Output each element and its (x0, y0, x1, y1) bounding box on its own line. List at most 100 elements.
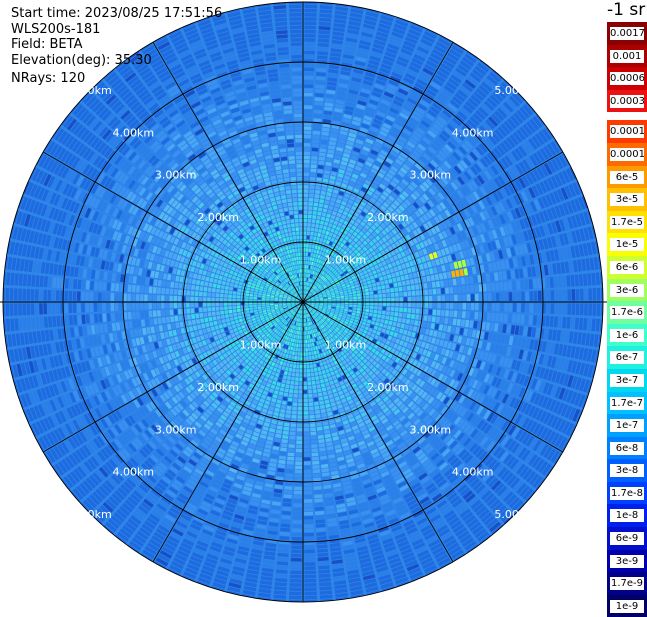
radar-gate (588, 288, 592, 300)
radar-gate (454, 303, 458, 310)
radar-gate (362, 296, 366, 299)
radar-gate (304, 516, 313, 520)
radar-gate (437, 295, 441, 301)
radar-gate (303, 365, 306, 369)
radar-gate (304, 554, 315, 558)
radar-gate (534, 291, 538, 301)
radar-gate (308, 206, 312, 210)
radar-gate (292, 411, 297, 415)
radar-gate (386, 311, 390, 315)
radar-gate (441, 303, 445, 309)
radar-gate (296, 449, 302, 453)
radar-gate (395, 307, 399, 311)
radar-gate (369, 291, 373, 294)
radar-gate (313, 211, 317, 215)
radar-gate (317, 216, 321, 220)
radar-gate (495, 282, 499, 291)
radar-gate (308, 386, 312, 390)
radar-gate (294, 386, 298, 390)
radar-gate (304, 147, 311, 151)
radar-gate (296, 445, 302, 449)
radar-gate (314, 397, 319, 401)
radar-gate (285, 414, 290, 418)
radar-gate (304, 440, 310, 444)
radar-gate (310, 177, 315, 181)
radar-gate (445, 287, 449, 293)
radar-gate (491, 313, 495, 321)
radar-gate (378, 294, 382, 298)
radar-gate (294, 491, 302, 495)
radar-gate (295, 381, 299, 385)
radar-gate (504, 314, 508, 323)
radar-gate (345, 304, 349, 306)
radar-gate (316, 519, 326, 523)
radar-gate (317, 427, 323, 431)
radar-gate (301, 344, 303, 348)
radar-gate (467, 294, 471, 301)
radar-gate (374, 310, 378, 314)
radar-gate (416, 303, 420, 308)
radar-gate (304, 93, 313, 97)
radar-gate (353, 305, 357, 307)
radar-gate (432, 282, 436, 288)
radar-gate (408, 297, 412, 302)
radar-gate (349, 300, 353, 302)
radar-gate (462, 294, 466, 301)
radar-gate (292, 373, 296, 377)
radar-gate (391, 307, 395, 311)
radar-gate (306, 348, 308, 352)
radar-gate (283, 431, 289, 435)
radar-gate (382, 311, 386, 315)
radar-gate (370, 302, 374, 305)
radar-gate (559, 303, 563, 314)
radar-gate (310, 364, 313, 368)
radar-gate (303, 257, 305, 261)
radar-gate (309, 411, 314, 415)
radar-gate (390, 312, 394, 316)
radar-gate (291, 419, 296, 423)
radar-gate (314, 110, 322, 114)
radar-gate (294, 478, 302, 482)
radar-gate (291, 554, 302, 558)
radar-gate (294, 482, 302, 486)
radar-gate (304, 68, 314, 72)
radar-gate (285, 384, 289, 388)
radar-gate (516, 280, 520, 289)
radar-gate (315, 186, 320, 190)
radar-gate (428, 289, 432, 295)
radar-gate (300, 357, 302, 361)
radar-gate (304, 101, 313, 105)
radar-gate (567, 289, 571, 300)
radar-gate (310, 169, 316, 173)
radar-gate (383, 302, 387, 306)
radar-gate (471, 303, 475, 310)
radar-gate (290, 381, 294, 385)
radar-gate (420, 296, 424, 301)
radar-gate (288, 393, 292, 397)
radar-gate (423, 315, 427, 321)
radar-gate (292, 520, 301, 524)
radar-gate (314, 490, 322, 494)
radar-gate (310, 423, 315, 427)
radar-gate (513, 292, 517, 301)
radar-gate (306, 252, 308, 256)
radar-gate (304, 84, 313, 88)
radar-gate (437, 310, 441, 316)
radar-gate (379, 302, 383, 305)
radar-gate (597, 303, 601, 316)
radar-gate (307, 377, 311, 381)
radar-gate (520, 280, 524, 290)
radar-gate (458, 303, 462, 310)
radar-gate (295, 457, 302, 461)
radar-gate (483, 312, 487, 320)
radar-gate (304, 482, 312, 486)
radar-gate (470, 312, 474, 319)
radar-gate (314, 198, 319, 202)
radar-gate (304, 168, 310, 172)
radar-gate (304, 89, 313, 93)
radar-gate (391, 302, 395, 306)
radar-gate (293, 398, 297, 402)
radar-gate (555, 290, 559, 301)
radar-gate (416, 296, 420, 301)
radar-gate (374, 306, 378, 309)
